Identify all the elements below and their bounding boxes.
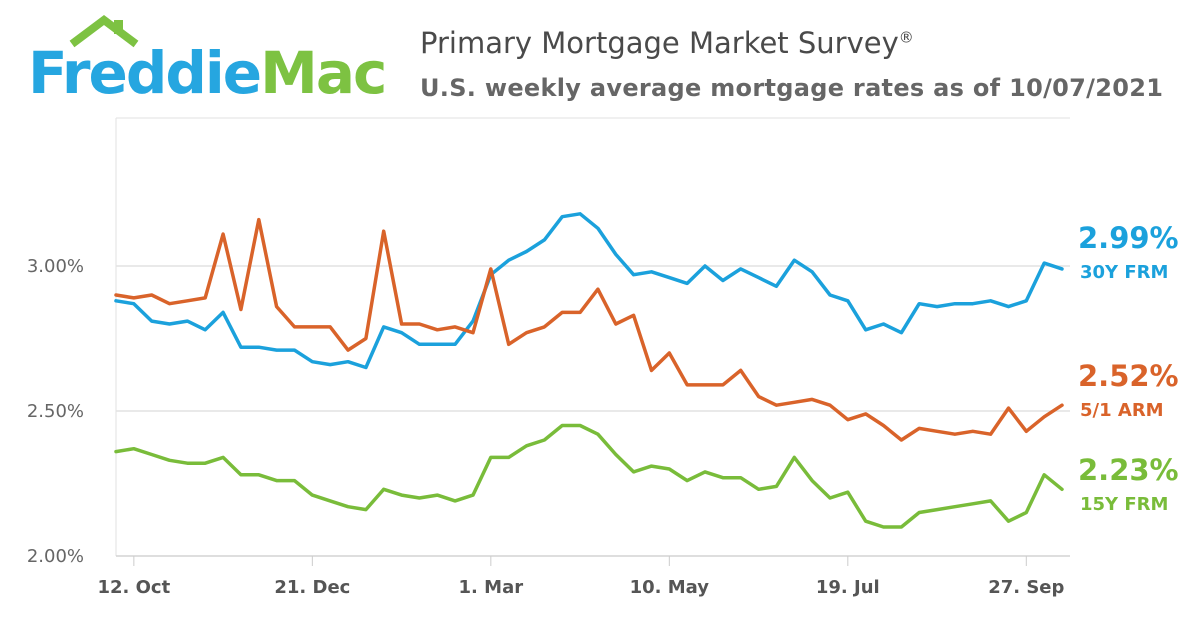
x-tick-label: 1. Mar: [459, 577, 524, 598]
series-last-value: 2.23%: [1078, 453, 1179, 487]
grid-layer: [115, 117, 1070, 557]
series-name-label: 30Y FRM: [1080, 262, 1168, 283]
logo-wordmark: FreddieMac: [28, 44, 387, 102]
series-line-15y-frm: [114, 423, 1064, 529]
house-roof-icon: [69, 15, 139, 48]
axis-layer: 2.00% 2.50% 3.00% 12. Oct 21. Dec 1. Mar 10. M…: [27, 256, 1070, 598]
series-last-value: 2.99%: [1078, 221, 1179, 255]
x-tick-label: 19. Jul: [816, 577, 880, 598]
x-tick-label: 10. May: [630, 577, 710, 598]
chart-title: Primary Mortgage Market Survey®: [420, 26, 914, 60]
series-layer: [114, 212, 1064, 529]
y-tick-label: 3.00%: [27, 256, 84, 277]
chart-subtitle: U.S. weekly average mortgage rates as of…: [420, 74, 1164, 102]
series-name-label: 15Y FRM: [1080, 494, 1168, 515]
logo-word-freddie: Freddie: [28, 39, 262, 107]
label-layer: 2.99% 30Y FRM 2.52% 5/1 ARM 2.23% 15Y FRM: [1078, 221, 1179, 515]
freddie-mac-logo: FreddieMac: [28, 14, 387, 106]
series-line-5-1-arm: [114, 217, 1064, 442]
series-last-value: 2.52%: [1078, 359, 1179, 393]
x-tick-label: 12. Oct: [97, 577, 170, 598]
y-tick-label: 2.50%: [27, 401, 84, 422]
series-name-label: 5/1 ARM: [1080, 400, 1164, 421]
series-line-30y-frm: [114, 212, 1064, 370]
logo-word-mac: Mac: [260, 39, 387, 107]
y-tick-label: 2.00%: [27, 546, 84, 567]
x-tick-label: 21. Dec: [274, 577, 350, 598]
registered-mark: ®: [898, 28, 914, 47]
x-tick-label: 27. Sep: [988, 577, 1064, 598]
chart-title-text: Primary Mortgage Market Survey: [420, 26, 899, 60]
